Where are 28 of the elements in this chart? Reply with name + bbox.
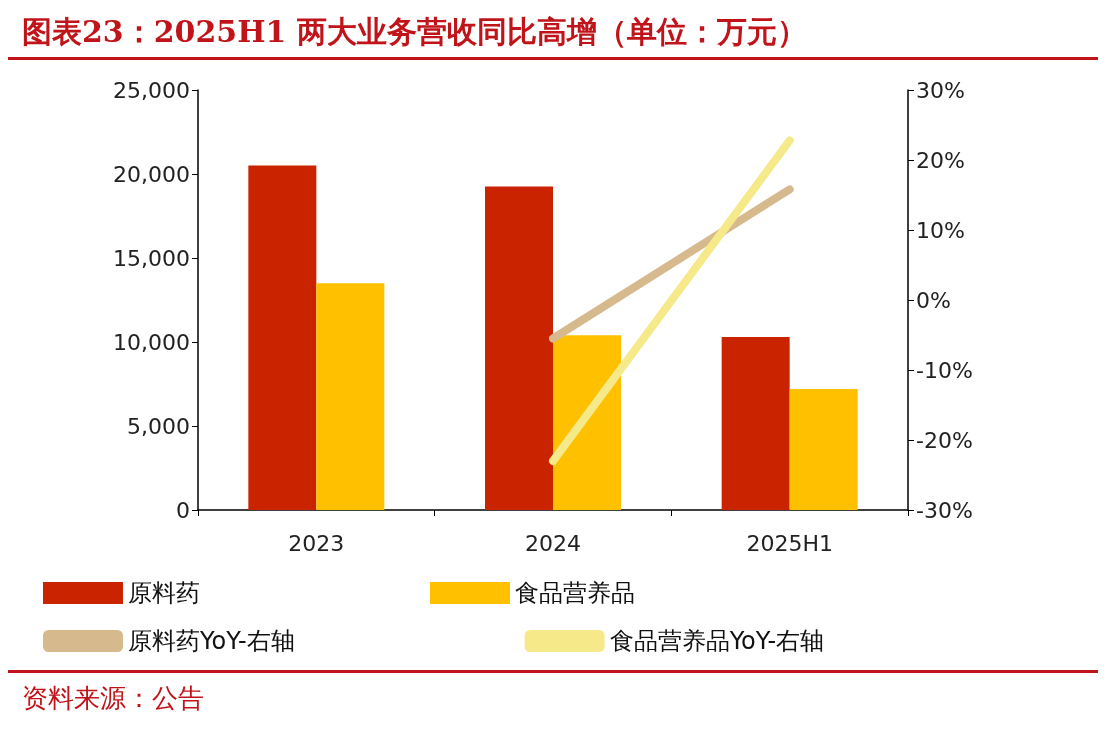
y-tick-label: 20,000 [113,161,190,187]
y2-tick-label: 30% [916,77,965,103]
bar [485,186,553,510]
x-tick-label: 2025H1 [746,530,833,556]
legend-label: 食品营养品 [515,579,635,607]
legend-label: 原料药YoY-右轴 [128,627,295,655]
legend-label: 原料药 [128,579,200,607]
legend-label: 食品营养品YoY-右轴 [609,627,825,655]
x-tick-label: 2023 [288,530,345,556]
bar [316,283,385,510]
y-tick-label: 0 [176,497,190,523]
y-tick-label: 15,000 [113,245,190,271]
chart-title: 图表23：2025H1 两大业务营收同比高增（单位：万元） [8,8,1098,60]
y-tick-label: 25,000 [113,77,190,103]
bar [553,335,621,510]
bar [248,165,317,510]
y2-tick-label: 0% [916,287,951,313]
y2-tick-label: 20% [916,147,965,173]
y-tick-label: 5,000 [127,413,190,439]
y2-tick-label: -10% [916,357,973,383]
y2-tick-label: -30% [916,497,973,523]
bar [721,336,790,510]
text: 资料来源：公告 [8,673,1098,724]
x-tick-label: 2024 [525,530,581,556]
y2-tick-label: 10% [916,217,965,243]
y-tick-label: 10,000 [113,329,190,355]
bar [789,389,858,510]
y2-tick-label: -20% [916,427,973,453]
